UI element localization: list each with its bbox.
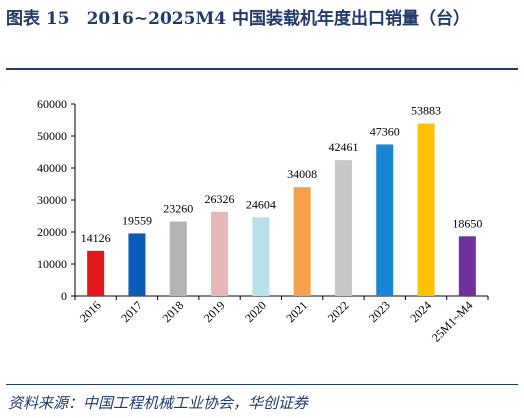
source-note: 资料来源：中国工程机械工业协会，华创证券 [8, 394, 309, 412]
data-label: 14126 [81, 231, 111, 245]
x-tick-label: 2017 [118, 298, 145, 325]
x-tick-label: 2022 [325, 298, 352, 325]
y-axis-ticks: 0 10000 20000 30000 40000 50000 60000 [37, 97, 75, 303]
bars: 14126 19559 23260 26326 24604 34008 42461 47360… [81, 104, 482, 296]
y-tick-label: 20000 [37, 225, 67, 239]
bar [417, 123, 435, 296]
bar [128, 233, 146, 296]
x-tick-label: 2018 [160, 298, 187, 325]
y-tick-label: 30000 [37, 193, 67, 207]
data-label: 26326 [205, 192, 235, 206]
chart-title: 图表 15 2016~2025M4 中国装载机年度出口销量（台） [6, 9, 471, 29]
x-tick-label: 2019 [201, 298, 228, 325]
y-tick-label: 10000 [37, 257, 67, 271]
data-label: 53883 [411, 104, 441, 118]
data-label: 23260 [163, 202, 193, 216]
data-label: 24604 [246, 197, 276, 211]
x-tick-label: 2024 [407, 298, 434, 325]
data-label: 42461 [328, 140, 358, 154]
y-tick-label: 50000 [37, 129, 67, 143]
bar [252, 217, 270, 296]
bar [376, 144, 394, 296]
y-tick-label: 40000 [37, 161, 67, 175]
bar [87, 250, 105, 296]
x-tick-label: 2023 [366, 298, 393, 325]
title-divider [6, 68, 518, 70]
bar [169, 221, 187, 296]
x-tick-label: 2021 [283, 298, 310, 325]
data-label: 19559 [122, 213, 152, 227]
source-divider [6, 384, 518, 385]
x-tick-label: 2016 [77, 298, 104, 325]
y-tick-label: 0 [61, 289, 67, 303]
bar [211, 211, 229, 296]
y-tick-label: 60000 [37, 97, 67, 111]
bar [334, 160, 352, 296]
x-axis-ticks: 2016 2017 2018 2019 2020 2021 2022 2023 202425M1… [74, 296, 489, 345]
x-tick-label: 2020 [242, 298, 269, 325]
data-label: 47360 [370, 124, 400, 138]
bar [458, 236, 476, 296]
data-label: 34008 [287, 167, 317, 181]
x-tick-label: 25M1~M4 [429, 298, 476, 345]
bar [293, 187, 311, 296]
data-label: 18650 [452, 216, 482, 230]
